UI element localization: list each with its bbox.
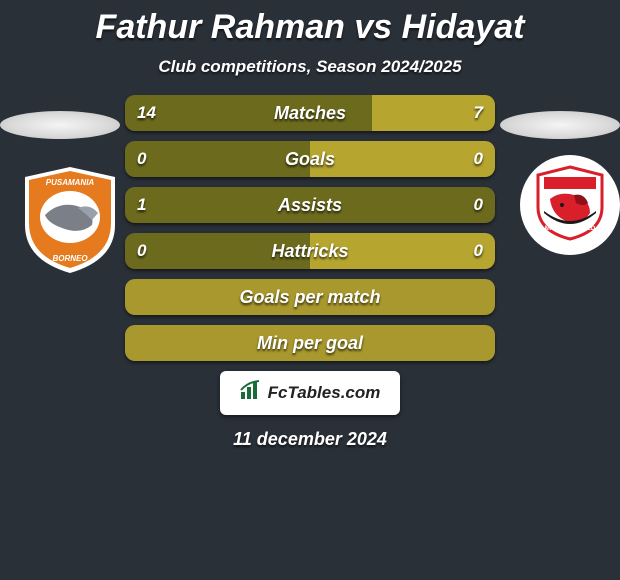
chart-icon [240, 380, 262, 406]
stat-label: Min per goal [125, 325, 495, 361]
stat-label: Goals per match [125, 279, 495, 315]
team-crest-left: PUSAMANIA BORNEO [20, 165, 120, 275]
stat-label: Assists [125, 187, 495, 223]
stat-label: Matches [125, 95, 495, 131]
page-title: Fathur Rahman vs Hidayat [0, 0, 620, 47]
stat-label: Hattricks [125, 233, 495, 269]
comparison-stage: PUSAMANIA BORNEO MADURA UNITED Matches14… [0, 95, 620, 361]
stat-row: Assists1 0 [125, 187, 495, 223]
fctables-logo: FcTables.com [220, 371, 400, 415]
player-avatar-left [0, 111, 120, 139]
player-avatar-right [500, 111, 620, 139]
stat-row: Min per goal [125, 325, 495, 361]
svg-text:BORNEO: BORNEO [52, 254, 88, 263]
date-label: 11 december 2024 [0, 429, 620, 450]
stat-row: Goals0 0 [125, 141, 495, 177]
svg-text:PUSAMANIA: PUSAMANIA [46, 178, 95, 187]
stat-label: Goals [125, 141, 495, 177]
stat-value-left: 0 [125, 141, 158, 177]
stat-value-right: 0 [462, 187, 495, 223]
stat-value-left: 0 [125, 233, 158, 269]
team-crest-right: MADURA UNITED [520, 155, 620, 255]
pusamania-crest-icon: PUSAMANIA BORNEO [20, 165, 120, 275]
stat-row: Matches14 7 [125, 95, 495, 131]
svg-text:MADURA UNITED: MADURA UNITED [545, 226, 596, 232]
stat-value-right: 0 [462, 233, 495, 269]
stat-row: Goals per match [125, 279, 495, 315]
stat-value-right: 7 [462, 95, 495, 131]
stat-value-right: 0 [462, 141, 495, 177]
stat-bars: Matches147Goals00Assists10Hattricks00Goa… [125, 95, 495, 361]
stat-value-left: 1 [125, 187, 158, 223]
footer-brand: FcTables.com [268, 383, 381, 403]
page-subtitle: Club competitions, Season 2024/2025 [0, 57, 620, 77]
stat-value-left: 14 [125, 95, 168, 131]
stat-row: Hattricks0 0 [125, 233, 495, 269]
madura-crest-icon: MADURA UNITED [530, 163, 610, 248]
